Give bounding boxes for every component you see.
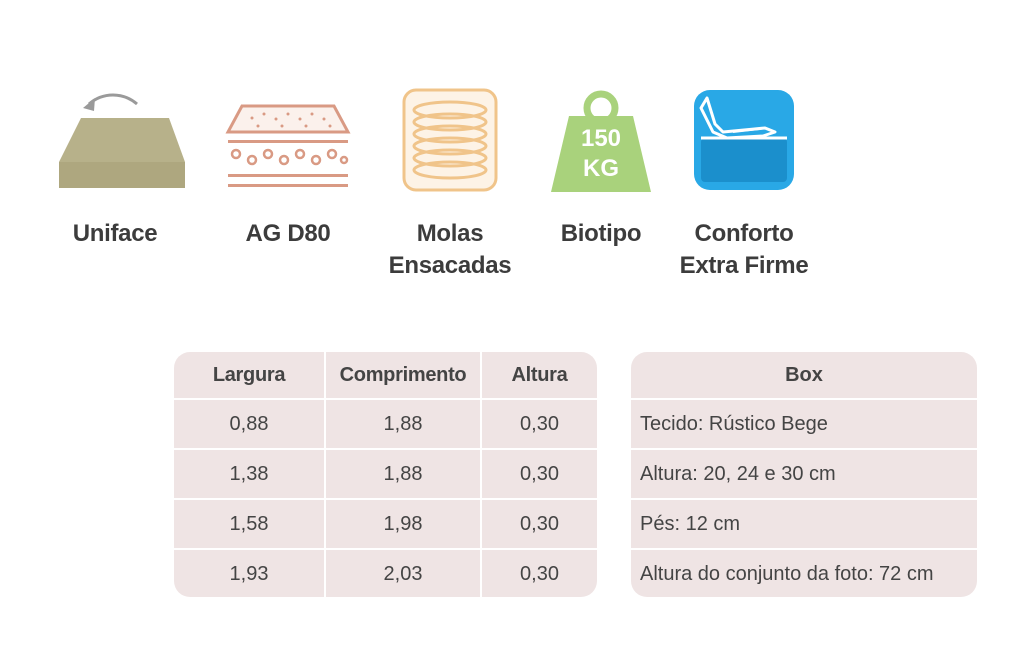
mattress-flip-icon bbox=[35, 88, 195, 198]
cell-largura: 0,88 bbox=[174, 399, 326, 450]
feature-biotipo: 150 KG Biotipo bbox=[521, 88, 681, 250]
table-header-row: Largura Comprimento Altura bbox=[174, 352, 597, 400]
weight-150kg-icon: 150 KG bbox=[521, 88, 681, 198]
feature-label: Extra Firme bbox=[679, 252, 809, 279]
box-altura-conjunto: Altura do conjunto da foto: 72 cm bbox=[640, 562, 934, 585]
feature-label: Biotipo bbox=[560, 220, 642, 247]
header-largura: Largura bbox=[174, 352, 326, 400]
feature-ag-d80: AG D80 bbox=[208, 88, 368, 250]
table-row: 0,88 1,88 0,30 bbox=[174, 399, 597, 450]
feature-label: AG D80 bbox=[245, 220, 331, 247]
table-row: Altura: 20, 24 e 30 cm bbox=[631, 449, 977, 500]
feature-conforto-extra-firme: Conforto Extra Firme bbox=[664, 88, 824, 282]
cell-largura: 1,58 bbox=[174, 499, 326, 550]
table-row: Tecido: Rústico Bege bbox=[631, 399, 977, 450]
feature-molas-ensacadas: Molas Ensacadas bbox=[370, 88, 530, 282]
feature-label: Molas bbox=[416, 220, 484, 247]
cell-comprimento: 2,03 bbox=[325, 549, 482, 597]
foam-layer-icon bbox=[208, 88, 368, 198]
feature-label: Uniface bbox=[72, 220, 158, 247]
cell-altura: 0,30 bbox=[481, 499, 597, 550]
cell-altura: 0,30 bbox=[520, 562, 559, 585]
weight-value-text: 150 KG bbox=[580, 125, 622, 182]
pocket-spring-icon bbox=[370, 88, 530, 198]
cell-largura: 1,38 bbox=[174, 449, 326, 500]
box-table: Box Tecido: Rústico Bege Altura: 20, 24 … bbox=[631, 352, 977, 597]
dimensions-table: Largura Comprimento Altura 0,88 1,88 0,3… bbox=[174, 352, 597, 597]
cell-comprimento: 1,88 bbox=[325, 399, 482, 450]
cell-comprimento: 1,88 bbox=[325, 449, 482, 500]
table-header-row: Box bbox=[631, 352, 977, 400]
table-row: 1,58 1,98 0,30 bbox=[174, 499, 597, 550]
feature-uniface: Uniface bbox=[35, 88, 195, 250]
box-altura: Altura: 20, 24 e 30 cm bbox=[631, 449, 977, 500]
cell-altura: 0,30 bbox=[481, 449, 597, 500]
box-pes: Pés: 12 cm bbox=[631, 499, 977, 550]
cell-largura: 1,93 bbox=[174, 549, 326, 597]
feature-label: Ensacadas bbox=[388, 252, 512, 279]
table-row: 1,38 1,88 0,30 bbox=[174, 449, 597, 500]
cell-altura: 0,30 bbox=[481, 399, 597, 450]
header-altura: Altura bbox=[481, 352, 597, 400]
feature-label: Conforto bbox=[694, 220, 794, 247]
header-comprimento: Comprimento bbox=[325, 352, 482, 400]
table-row: Pés: 12 cm bbox=[631, 499, 977, 550]
header-box: Box bbox=[631, 352, 977, 400]
box-tecido: Tecido: Rústico Bege bbox=[631, 399, 977, 450]
table-row: Altura do conjunto da foto: 72 cm bbox=[631, 549, 977, 597]
cell-comprimento: 1,98 bbox=[325, 499, 482, 550]
table-row: 1,93 2,03 0,30 bbox=[174, 549, 597, 597]
firm-comfort-icon bbox=[664, 88, 824, 198]
